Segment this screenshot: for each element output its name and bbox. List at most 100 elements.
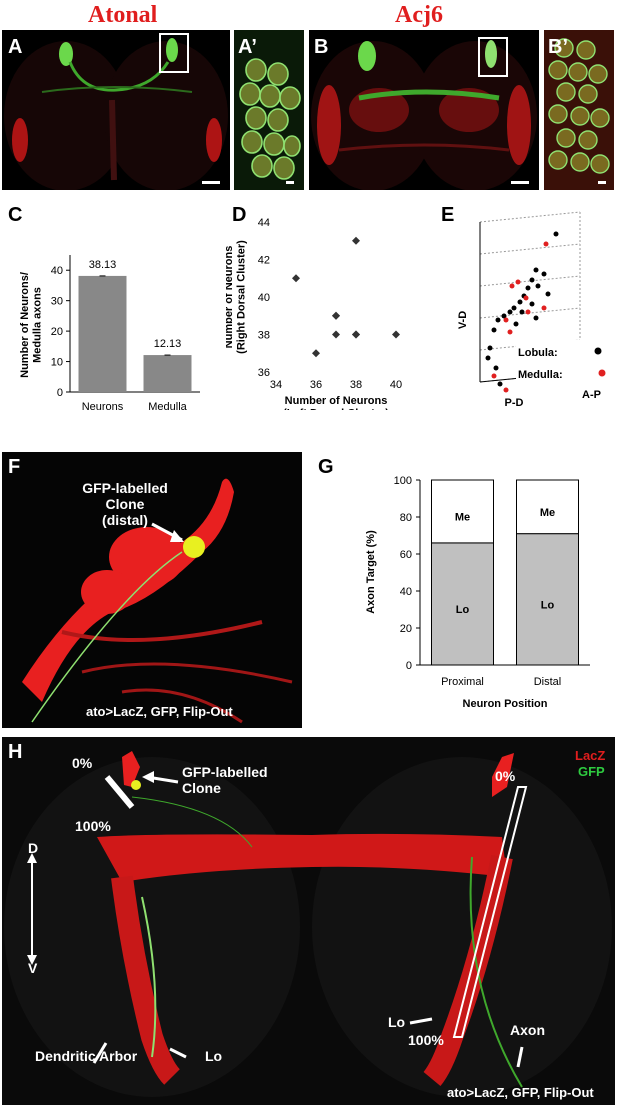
scale-bar <box>286 181 294 184</box>
grid-line <box>479 339 581 351</box>
x-tick-label: 34 <box>270 379 282 391</box>
panel-label-c: C <box>8 204 23 226</box>
axis-v-label: V <box>28 960 38 976</box>
y-tick-label: 0 <box>406 660 412 672</box>
data-point <box>501 313 507 319</box>
axis-d-label: D <box>28 840 39 856</box>
data-label: 12.13 <box>154 338 182 350</box>
data-point <box>509 283 515 289</box>
panel-a-brain-drawing <box>4 33 228 190</box>
legend-lacz: LacZ <box>575 748 606 763</box>
panel-e-3d-scatter: Lobula: Medulla: V-D P-D A-P <box>457 211 608 409</box>
data-point <box>553 231 559 237</box>
panel-label-a: A <box>8 36 23 58</box>
panel-h-genotype: ato>LacZ, GFP, Flip-Out <box>447 1085 594 1100</box>
segment-label: Lo <box>456 604 470 616</box>
x-tick-label: 38 <box>350 379 362 391</box>
y-axis-label: Number of Neurons(Right Dorsal Cluster) <box>226 240 248 354</box>
data-point <box>519 309 525 315</box>
data-point <box>491 327 497 333</box>
y-tick-label: 20 <box>400 623 412 635</box>
segment-label: Me <box>455 511 470 523</box>
data-point <box>543 241 549 247</box>
panel-label-f: F <box>8 456 21 478</box>
y-tick-label: 44 <box>258 217 270 229</box>
data-point <box>525 309 531 315</box>
panel-f-genotype: ato>LacZ, GFP, Flip-Out <box>86 704 233 719</box>
data-point <box>533 315 539 321</box>
data-point <box>529 277 535 283</box>
panel-label-a-prime: A’ <box>238 36 257 58</box>
panel-f-clone-drawing <box>2 452 302 728</box>
y-tick-label: 20 <box>51 326 63 338</box>
panel-h-brain-drawing <box>4 751 612 1097</box>
panel-label-e: E <box>441 204 455 226</box>
pct-100-left: 100% <box>75 818 111 834</box>
legend-background <box>516 340 608 384</box>
y-tick-label: 42 <box>258 255 270 267</box>
grid-line <box>479 211 581 223</box>
stacked-bar-segment <box>431 479 494 544</box>
atonal-title: Atonal <box>88 2 158 28</box>
dendritic-arbor-label: Dendritic Arbor <box>35 1048 138 1064</box>
lo-left-label: Lo <box>205 1048 223 1064</box>
data-point <box>352 330 360 339</box>
panel-c-bar-chart: 0 10 20 30 40 38.13 Neurons 12.13 MedullaAxons Nu… <box>19 255 200 410</box>
y-tick-label: 38 <box>258 330 270 342</box>
vertical-axis-label: V-D <box>457 311 469 329</box>
y-tick-label: 80 <box>400 512 412 524</box>
x-tick-label: Neurons <box>82 401 124 410</box>
stacked-bar-segment <box>431 542 494 666</box>
legend-label: Lobula: <box>518 347 558 359</box>
data-point <box>533 267 539 273</box>
x-axis-label: Number of Neurons(Left Dorsal Cluster) <box>283 395 389 410</box>
panel-label-b-prime: B’ <box>548 36 568 58</box>
acj6-title: Acj6 <box>395 2 443 28</box>
axon-label: Axon <box>510 1022 545 1038</box>
grid-line <box>479 243 581 255</box>
y-tick-label: 40 <box>51 265 63 277</box>
data-point <box>541 305 547 311</box>
data-point <box>503 387 509 393</box>
horizontal-axis-label: P-D <box>505 397 524 409</box>
legend-marker <box>598 369 606 377</box>
y-tick-label: 40 <box>258 292 270 304</box>
y-tick-label: 36 <box>258 367 270 379</box>
data-point <box>511 305 517 311</box>
data-point <box>485 355 491 361</box>
data-point <box>517 299 523 305</box>
data-point <box>332 311 340 320</box>
bar <box>78 275 127 392</box>
data-point <box>497 381 503 387</box>
data-point <box>292 274 300 283</box>
x-tick-label: 36 <box>310 379 322 391</box>
y-tick-label: 40 <box>400 586 412 598</box>
scale-bar <box>511 181 529 184</box>
legend-label: Medulla: <box>518 369 563 381</box>
panel-h-clone-label: GFP-labelled Clone <box>182 764 268 796</box>
bar <box>143 355 192 392</box>
panel-b-prime-drawing <box>544 30 614 190</box>
depth-axis-label: A-P <box>582 389 601 401</box>
data-point <box>312 349 320 358</box>
scale-bar <box>598 181 606 184</box>
data-point <box>487 345 493 351</box>
y-tick-label: 100 <box>394 475 412 487</box>
x-axis-label: Neuron Position <box>463 698 548 710</box>
panel-b-brain-drawing <box>311 37 537 190</box>
y-tick-label: 60 <box>400 549 412 561</box>
data-point <box>507 329 513 335</box>
lo-right-label: Lo <box>388 1014 406 1030</box>
legend-marker <box>594 347 602 355</box>
panel-a-prime-drawing <box>234 30 304 190</box>
data-point <box>503 317 509 323</box>
data-point <box>545 291 551 297</box>
segment-label: Lo <box>541 599 555 611</box>
y-tick-label: 10 <box>51 357 63 369</box>
x-tick-label: Distal <box>534 676 562 688</box>
data-point <box>392 330 400 339</box>
x-tick-label: MedullaAxons <box>148 401 187 410</box>
panel-a-brain-image <box>2 30 230 190</box>
panel-label-d: D <box>232 204 247 226</box>
